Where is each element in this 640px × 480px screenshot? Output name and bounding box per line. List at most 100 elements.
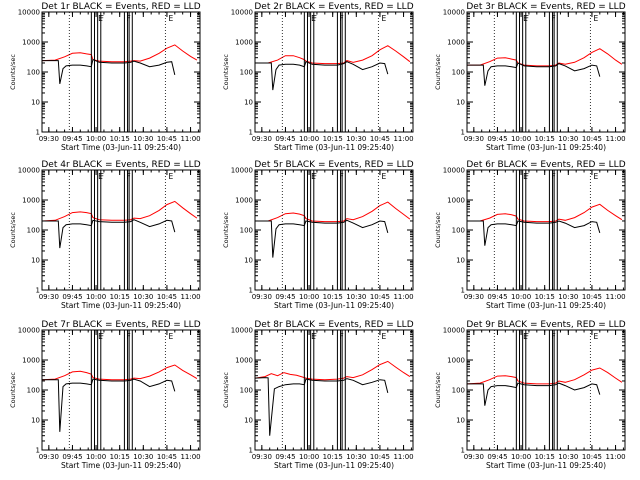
events-series-line xyxy=(467,62,601,86)
lld-series-line xyxy=(255,201,411,223)
y-tick-label: 1 xyxy=(36,129,40,137)
x-tick-label: 10:30 xyxy=(133,135,153,143)
y-axis-label: Counts/sec xyxy=(9,212,17,248)
flag-label: E xyxy=(382,332,387,341)
x-tick-label: 11:00 xyxy=(605,293,625,301)
flag-label: F xyxy=(126,14,130,23)
flag-box xyxy=(515,329,520,451)
flag-label: F xyxy=(313,14,317,23)
flag-box xyxy=(310,169,315,291)
lld-series-line xyxy=(255,45,411,65)
flag-label: E xyxy=(169,172,174,181)
flag-label: E xyxy=(523,172,528,181)
y-tick-label: 10 xyxy=(456,417,465,425)
flag-label: E xyxy=(98,14,103,23)
x-tick-label: 10:15 xyxy=(323,293,343,301)
flag-box xyxy=(336,169,342,291)
flag-label: F xyxy=(313,172,317,181)
y-tick-label: 1000 xyxy=(447,39,465,47)
y-tick-label: 10 xyxy=(456,99,465,107)
x-tick-label: 10:00 xyxy=(86,135,106,143)
plot-frame xyxy=(254,329,414,451)
y-tick-label: 1 xyxy=(36,287,40,295)
x-tick-label: 10:45 xyxy=(157,293,177,301)
flag-label: E xyxy=(594,332,599,341)
y-axis-label: Counts/sec xyxy=(434,212,442,248)
x-tick-label: 10:15 xyxy=(110,135,130,143)
x-tick-label: 10:45 xyxy=(370,135,390,143)
x-tick-label: 10:30 xyxy=(346,293,366,301)
x-tick-label: 10:30 xyxy=(133,453,153,461)
y-tick-label: 1000 xyxy=(447,197,465,205)
x-axis-label: Start Time (03-Jun-11 09:25:40) xyxy=(486,143,606,152)
flag-box xyxy=(303,169,308,291)
series-group xyxy=(42,200,198,249)
plot-frame xyxy=(41,169,201,291)
flag-box xyxy=(128,169,133,291)
flag-label: F xyxy=(126,332,130,341)
y-axis-label: Counts/sec xyxy=(222,54,230,90)
x-tick-label: 09:30 xyxy=(252,135,272,143)
y-tick-label: 100 xyxy=(452,227,465,235)
y-tick-label: 10000 xyxy=(231,167,253,175)
flag-box xyxy=(553,169,558,291)
flag-label: E xyxy=(98,172,103,181)
x-tick-label: 11:00 xyxy=(180,293,200,301)
plot-frame xyxy=(254,169,414,291)
flag-box xyxy=(341,11,346,133)
flag-box xyxy=(123,169,129,291)
events-series-line xyxy=(42,219,176,249)
panel-title: Det 2r BLACK = Events, RED = LLD xyxy=(254,2,413,12)
flag-box xyxy=(515,11,520,133)
events-series-line xyxy=(42,378,176,432)
series-group xyxy=(255,201,411,258)
x-tick-label: 10:30 xyxy=(558,293,578,301)
x-tick-label: 09:45 xyxy=(62,135,82,143)
flag-label: E xyxy=(594,172,599,181)
plot-frame xyxy=(466,169,626,291)
x-tick-label: 09:45 xyxy=(275,453,295,461)
x-tick-label: 10:00 xyxy=(299,135,319,143)
lld-series-line xyxy=(467,48,623,67)
y-tick-label: 100 xyxy=(27,387,40,395)
y-tick-label: 10 xyxy=(244,417,253,425)
x-tick-label: 09:30 xyxy=(464,135,484,143)
x-tick-label: 10:00 xyxy=(86,453,106,461)
x-tick-label: 10:45 xyxy=(582,135,602,143)
x-tick-label: 09:45 xyxy=(275,135,295,143)
y-tick-label: 10000 xyxy=(443,9,465,17)
x-tick-label: 10:15 xyxy=(323,453,343,461)
panel-title: Det 5r BLACK = Events, RED = LLD xyxy=(254,160,413,170)
x-tick-label: 10:00 xyxy=(299,293,319,301)
x-tick-label: 09:30 xyxy=(252,293,272,301)
flag-box xyxy=(310,11,315,133)
flag-label: F xyxy=(525,172,529,181)
flag-box xyxy=(123,329,129,451)
y-tick-label: 1000 xyxy=(235,39,253,47)
flag-box xyxy=(522,169,527,291)
x-axis-label: Start Time (03-Jun-11 09:25:40) xyxy=(486,301,606,310)
y-tick-label: 10000 xyxy=(18,167,40,175)
x-tick-label: 10:15 xyxy=(535,293,555,301)
flag-box xyxy=(341,329,346,451)
y-tick-label: 100 xyxy=(240,227,253,235)
flag-box xyxy=(128,11,133,133)
x-tick-label: 10:15 xyxy=(110,293,130,301)
y-tick-label: 1000 xyxy=(22,197,40,205)
flag-box xyxy=(90,329,95,451)
flag-label: F xyxy=(126,172,130,181)
flag-box xyxy=(303,329,308,451)
y-axis-label: Counts/sec xyxy=(434,54,442,90)
y-axis-label: Counts/sec xyxy=(9,54,17,90)
flag-label: F xyxy=(100,14,104,23)
x-tick-label: 11:00 xyxy=(393,293,413,301)
y-tick-label: 1 xyxy=(461,447,465,455)
y-tick-label: 100 xyxy=(452,387,465,395)
series-group xyxy=(467,367,623,406)
panel-title: Det 1r BLACK = Events, RED = LLD xyxy=(41,2,200,12)
x-tick-label: 10:00 xyxy=(86,293,106,301)
